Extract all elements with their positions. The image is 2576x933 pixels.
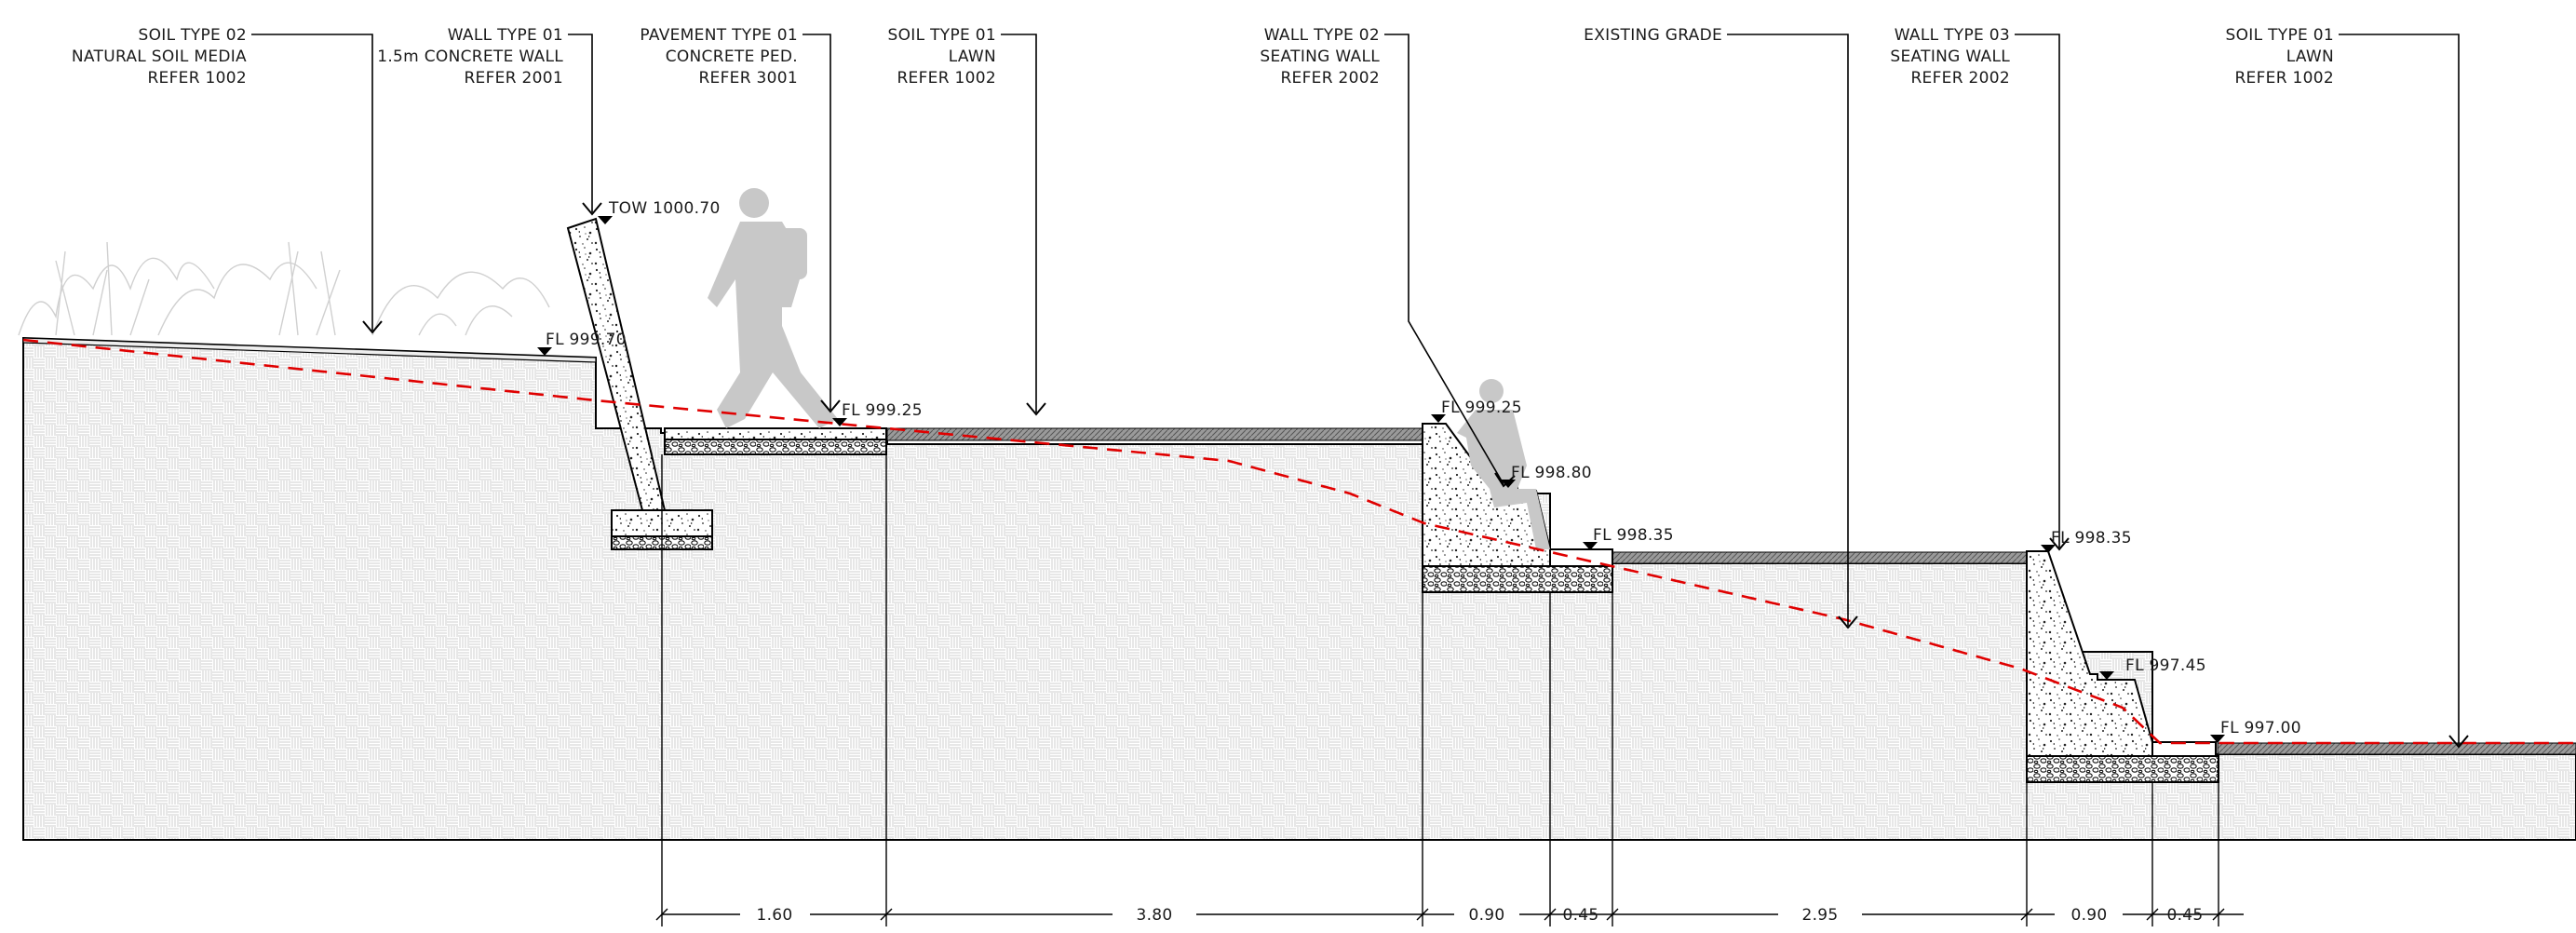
wall-02-footing-base: [1422, 565, 1613, 593]
pavement-base: [664, 439, 887, 455]
level-fl-999-25-pavement: FL 999.25: [842, 401, 923, 420]
callout-line: SEATING WALL: [1890, 47, 2010, 66]
dimension-label: 0.90: [1468, 906, 1504, 925]
level-marker-triangle: [1431, 414, 1446, 423]
natural-soil-surface: [22, 337, 597, 363]
person-seated-silhouette: [1457, 379, 1550, 549]
dimension-label: 0.90: [2070, 906, 2107, 925]
callout-existing-grade: EXISTING GRADE: [1584, 26, 1722, 45]
level-marker-triangle: [832, 418, 847, 426]
callout-line: SOIL TYPE 01: [2226, 26, 2334, 45]
level-fl-997-45: FL 997.45: [2125, 656, 2206, 675]
callout-pavement-type-01: PAVEMENT TYPE 01 CONCRETE PED. REFER 300…: [640, 26, 798, 88]
callout-line: REFER 1002: [897, 69, 996, 88]
callout-line: EXISTING GRADE: [1584, 26, 1722, 45]
level-tow-1000-70: TOW 1000.70: [608, 199, 721, 218]
lawn-lower: [2217, 742, 2576, 755]
leader-arrowheads: [362, 202, 2469, 749]
level-marker-triangle: [2210, 735, 2225, 743]
person-walking-silhouette: [708, 188, 838, 428]
level-fl-998-35-upper: FL 998.35: [1593, 526, 1674, 545]
callout-wall-type-01: WALL TYPE 01 1.5m CONCRETE WALL REFER 20…: [377, 26, 563, 88]
callout-line: REFER 2001: [464, 69, 563, 88]
level-marker-triangle: [1583, 542, 1598, 550]
level-fl-999-25-wall: FL 999.25: [1441, 399, 1522, 417]
lawn-middle: [1612, 551, 2028, 564]
level-marker-triangle: [2041, 545, 2056, 553]
wall-03-footing-base: [2026, 755, 2219, 783]
callout-line: SOIL TYPE 01: [888, 26, 996, 45]
level-labels: TOW 1000.70 FL 999.70 FL 999.25 FL 999.2…: [546, 199, 2301, 737]
level-fl-998-35-wall: FL 998.35: [2051, 529, 2132, 548]
callout-soil-type-01-upper: SOIL TYPE 01 LAWN REFER 1002: [888, 26, 996, 88]
dimension-label: 2.95: [1801, 906, 1838, 925]
callout-wall-type-03: WALL TYPE 03 SEATING WALL REFER 2002: [1890, 26, 2010, 88]
dimension-strings: [655, 908, 2244, 921]
callout-line: REFER 1002: [147, 69, 247, 88]
dimension-label: 0.45: [1562, 906, 1598, 925]
existing-grade-line: [22, 338, 2576, 745]
dimension-extension-lines: [661, 454, 2219, 926]
callout-line: LAWN: [949, 47, 996, 66]
planting-silhouette: [18, 241, 550, 336]
callout-line: REFER 2002: [1280, 69, 1380, 88]
callout-line: REFER 3001: [698, 69, 798, 88]
lawn-upper: [886, 427, 1423, 441]
callout-line: 1.5m CONCRETE WALL: [377, 47, 563, 66]
callout-line: REFER 1002: [2234, 69, 2334, 88]
dimension-label: 0.45: [2166, 906, 2203, 925]
callout-line: SEATING WALL: [1260, 47, 1380, 66]
level-marker-triangle: [1501, 480, 1516, 488]
callout-line: PAVEMENT TYPE 01: [640, 26, 798, 45]
dimension-label: 3.80: [1136, 906, 1172, 925]
dimension-label: 1.60: [756, 906, 792, 925]
level-marker-triangle: [537, 347, 552, 356]
callout-line: SOIL TYPE 02: [139, 26, 247, 45]
pavement-slab: [664, 427, 887, 440]
level-markers: [537, 216, 2225, 743]
callout-line: REFER 2002: [1910, 69, 2010, 88]
callout-line: WALL TYPE 02: [1264, 26, 1380, 45]
callout-line: NATURAL SOIL MEDIA: [72, 47, 247, 66]
dimension-labels: 1.60 3.80 0.90 0.45 2.95 0.90 0.45: [756, 906, 2203, 925]
level-marker-triangle: [2099, 671, 2114, 680]
callout-soil-type-01-lower: SOIL TYPE 01 LAWN REFER 1002: [2226, 26, 2334, 88]
level-fl-998-80: FL 998.80: [1511, 464, 1592, 482]
callout-line: LAWN: [2286, 47, 2334, 66]
callout-wall-type-02: WALL TYPE 02 SEATING WALL REFER 2002: [1260, 26, 1380, 88]
level-fl-999-70: FL 999.70: [546, 331, 627, 349]
callout-soil-type-02: SOIL TYPE 02 NATURAL SOIL MEDIA REFER 10…: [72, 26, 247, 88]
callout-line: WALL TYPE 03: [1895, 26, 2010, 45]
level-fl-997-00: FL 997.00: [2220, 719, 2301, 737]
callout-line: CONCRETE PED.: [666, 47, 798, 66]
callout-line: WALL TYPE 01: [448, 26, 563, 45]
level-marker-triangle: [598, 216, 613, 224]
callout-leaders: [251, 34, 2460, 745]
